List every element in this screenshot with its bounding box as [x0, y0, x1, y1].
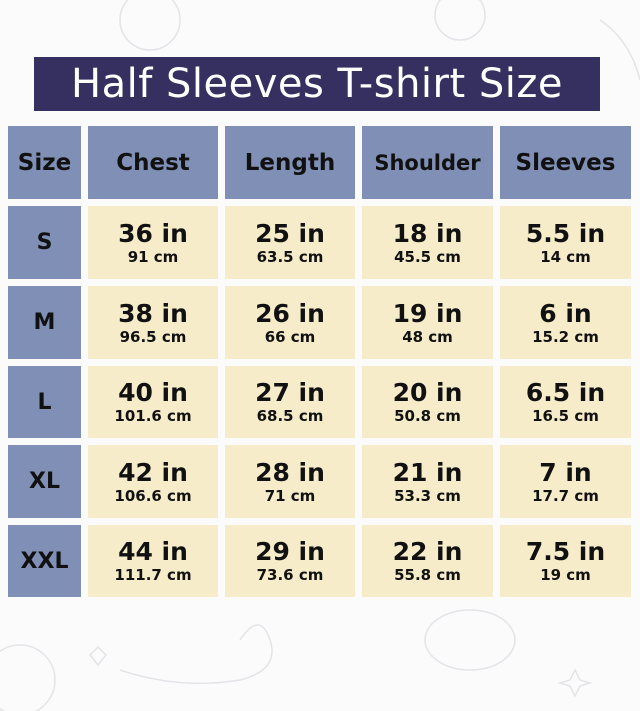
inches-value: 29 in	[255, 537, 325, 566]
cm-value: 63.5 cm	[256, 247, 324, 266]
cell-sleeves: 7 in 17.7 cm	[500, 445, 631, 518]
cm-value: 106.6 cm	[114, 486, 192, 505]
inches-value: 27 in	[255, 378, 325, 407]
cell-shoulder: 21 in 53.3 cm	[362, 445, 493, 518]
header-chest: Chest	[88, 126, 218, 199]
cm-value: 73.6 cm	[256, 566, 324, 584]
page-title: Half Sleeves T-shirt Size	[34, 57, 600, 111]
size-label: XL	[8, 445, 81, 518]
cell-length: 28 in 71 cm	[225, 445, 355, 518]
cm-value: 55.8 cm	[394, 566, 461, 584]
inches-value: 26 in	[255, 298, 325, 328]
cm-value: 16.5 cm	[532, 407, 599, 425]
cell-chest: 36 in 91 cm	[88, 206, 218, 279]
cell-chest: 42 in 106.6 cm	[88, 445, 218, 518]
inches-value: 19 in	[392, 298, 463, 328]
header-sleeves: Sleeves	[500, 126, 631, 199]
header-size: Size	[8, 126, 81, 199]
cell-chest: 38 in 96.5 cm	[88, 286, 218, 359]
cell-shoulder: 20 in 50.8 cm	[362, 366, 493, 438]
inches-value: 7.5 in	[525, 537, 606, 566]
cell-length: 25 in 63.5 cm	[225, 206, 355, 279]
cm-value: 91 cm	[127, 247, 179, 266]
cm-value: 71 cm	[264, 486, 316, 505]
inches-value: 6.5 in	[525, 378, 606, 407]
inches-value: 22 in	[392, 537, 463, 566]
cm-value: 53.3 cm	[394, 486, 461, 505]
inches-value: 38 in	[118, 298, 188, 328]
inches-value: 21 in	[392, 457, 463, 487]
cell-shoulder: 19 in 48 cm	[362, 286, 493, 359]
cell-length: 26 in 66 cm	[225, 286, 355, 359]
cell-chest: 40 in 101.6 cm	[88, 366, 218, 438]
inches-value: 25 in	[255, 218, 325, 248]
cm-value: 15.2 cm	[532, 327, 599, 346]
cm-value: 50.8 cm	[394, 407, 461, 425]
size-label: M	[8, 286, 81, 359]
cm-value: 68.5 cm	[256, 407, 324, 425]
inches-value: 6 in	[539, 298, 592, 328]
cm-value: 45.5 cm	[394, 247, 461, 266]
cm-value: 14 cm	[540, 247, 591, 266]
cell-shoulder: 18 in 45.5 cm	[362, 206, 493, 279]
inches-value: 5.5 in	[525, 218, 606, 248]
cm-value: 19 cm	[540, 566, 591, 584]
cm-value: 101.6 cm	[114, 407, 192, 425]
inches-value: 20 in	[392, 378, 463, 407]
inches-value: 42 in	[118, 457, 188, 487]
cell-sleeves: 6 in 15.2 cm	[500, 286, 631, 359]
size-label: S	[8, 206, 81, 279]
cell-length: 29 in 73.6 cm	[225, 525, 355, 597]
inches-value: 36 in	[118, 218, 188, 248]
cm-value: 48 cm	[402, 327, 453, 346]
size-label: XXL	[8, 525, 81, 597]
inches-value: 28 in	[255, 457, 325, 487]
cm-value: 17.7 cm	[532, 486, 599, 505]
cell-sleeves: 7.5 in 19 cm	[500, 525, 631, 597]
inches-value: 7 in	[539, 457, 592, 487]
inches-value: 40 in	[118, 378, 188, 407]
cell-length: 27 in 68.5 cm	[225, 366, 355, 438]
cell-shoulder: 22 in 55.8 cm	[362, 525, 493, 597]
cell-sleeves: 6.5 in 16.5 cm	[500, 366, 631, 438]
inches-value: 18 in	[392, 218, 463, 248]
header-shoulder: Shoulder	[362, 126, 493, 199]
cell-sleeves: 5.5 in 14 cm	[500, 206, 631, 279]
size-label: L	[8, 366, 81, 438]
cm-value: 111.7 cm	[114, 566, 192, 584]
cell-chest: 44 in 111.7 cm	[88, 525, 218, 597]
inches-value: 44 in	[118, 537, 188, 566]
size-table: Size Chest Length Shoulder Sleeves S 36 i…	[8, 126, 631, 597]
cm-value: 96.5 cm	[119, 327, 187, 346]
cm-value: 66 cm	[264, 327, 316, 346]
header-length: Length	[225, 126, 355, 199]
